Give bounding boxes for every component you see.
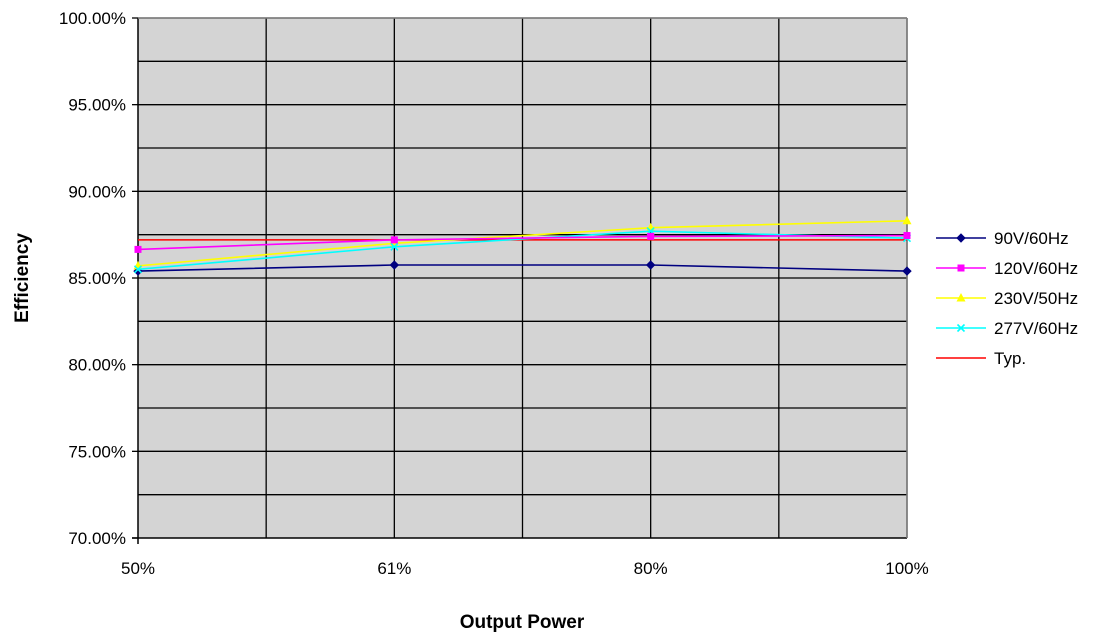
legend-entry: Typ. — [936, 349, 1026, 368]
series-line — [137, 264, 908, 272]
y-tick-label: 75.00% — [68, 442, 126, 461]
data-point-marker — [134, 245, 142, 253]
legend-entry: 120V/60Hz — [936, 259, 1078, 278]
series-line — [137, 220, 908, 267]
data-point-marker — [957, 264, 965, 272]
legend-label: 90V/60Hz — [994, 229, 1069, 248]
y-tick-label: 100.00% — [59, 9, 126, 28]
data-point-marker — [390, 236, 398, 244]
legend-entry: 277V/60Hz — [936, 319, 1078, 338]
series-line — [137, 234, 908, 251]
x-axis-title: Output Power — [460, 612, 585, 633]
marker-stroke — [133, 265, 143, 274]
data-point-marker — [956, 323, 966, 333]
axes — [132, 17, 908, 544]
data-point-marker — [956, 293, 966, 302]
y-tick-labels: 70.00% 75.00% 80.00% 85.00% 90.00% 95.00% 100.… — [59, 9, 138, 548]
grid-lines — [138, 17, 908, 538]
data-point-marker — [647, 232, 655, 240]
x-tick-label: 61% — [377, 559, 411, 578]
series-120v-60hz — [134, 232, 911, 253]
marker-stroke — [956, 323, 966, 333]
data-point-marker — [390, 242, 399, 251]
series-lines — [133, 215, 912, 276]
legend-label: 120V/60Hz — [994, 259, 1078, 278]
series-line — [137, 230, 908, 271]
legend-label: 277V/60Hz — [994, 319, 1078, 338]
legend-label: 230V/50Hz — [994, 289, 1078, 308]
y-tick-label: 95.00% — [68, 96, 126, 115]
legend-entry: 90V/60Hz — [936, 229, 1069, 248]
data-point-marker — [902, 266, 912, 276]
x-tick-label: 100% — [885, 559, 928, 578]
legend: 90V/60Hz 120V/60Hz 230V/50Hz 277V/60Hz Typ. — [936, 229, 1078, 368]
y-tick-label: 80.00% — [68, 356, 126, 375]
data-point-marker — [903, 232, 911, 240]
x-tick-label: 80% — [634, 559, 668, 578]
data-point-marker — [645, 260, 656, 270]
legend-label: Typ. — [994, 349, 1026, 368]
y-tick-label: 85.00% — [68, 269, 126, 288]
data-point-marker — [389, 260, 400, 270]
y-tick-label: 90.00% — [68, 182, 126, 201]
data-point-marker — [902, 215, 912, 225]
data-point-marker — [133, 265, 143, 274]
x-tick-labels: 50% 61% 80% 100% — [121, 559, 929, 578]
marker-stroke — [390, 242, 399, 251]
data-point-marker — [956, 233, 966, 243]
x-tick-label: 50% — [121, 559, 155, 578]
y-axis-title: Efficiency — [12, 233, 33, 323]
legend-entry: 230V/50Hz — [936, 289, 1078, 308]
y-tick-label: 70.00% — [68, 529, 126, 548]
